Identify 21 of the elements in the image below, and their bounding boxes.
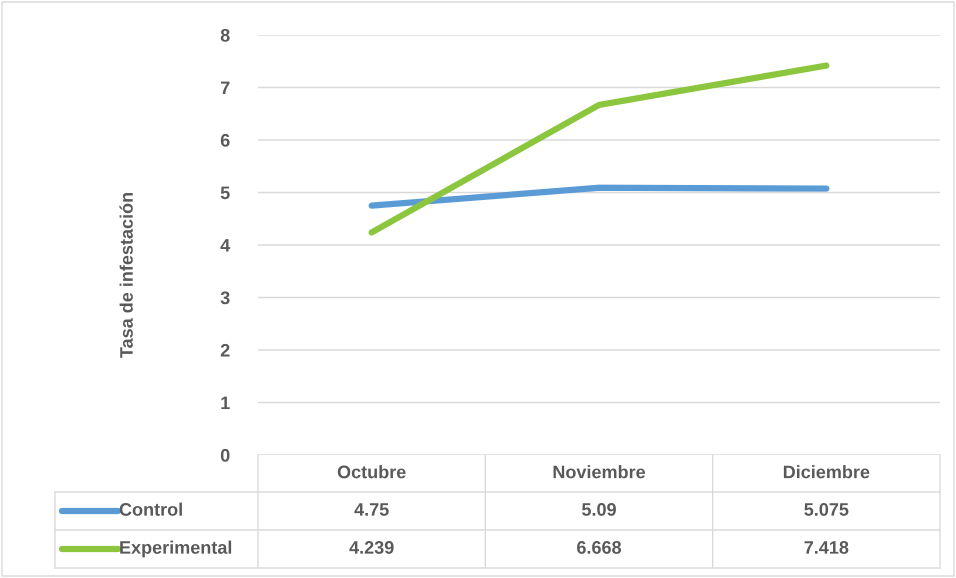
y-tick-label: 2: [220, 344, 230, 357]
y-tick-label: 3: [220, 291, 230, 304]
x-tick-label: Diciembre: [784, 465, 870, 478]
data-label: 7.418: [804, 541, 848, 554]
data-label: 6.668: [577, 541, 622, 554]
x-tick-label: Noviembre: [554, 465, 646, 478]
y-tick-label: 8: [220, 28, 230, 42]
legend-label: Experimental: [120, 540, 232, 558]
y-tick-label: 6: [220, 134, 230, 147]
y-tick-label: 4: [220, 239, 230, 252]
x-tick-label: Octubre: [338, 465, 406, 478]
y-tick-label: 0: [220, 448, 230, 462]
data-label: 4.75: [354, 503, 389, 516]
y-axis-title: Tasa de infestación: [119, 192, 133, 358]
y-tick-label: 1: [221, 396, 230, 410]
legend-label: Control: [120, 502, 182, 516]
data-label: 5.075: [804, 503, 848, 516]
data-label: 4.239: [349, 541, 394, 554]
data-label: 5.09: [582, 503, 616, 516]
y-tick-label: 5: [220, 186, 230, 200]
y-tick-label: 7: [220, 82, 230, 94]
